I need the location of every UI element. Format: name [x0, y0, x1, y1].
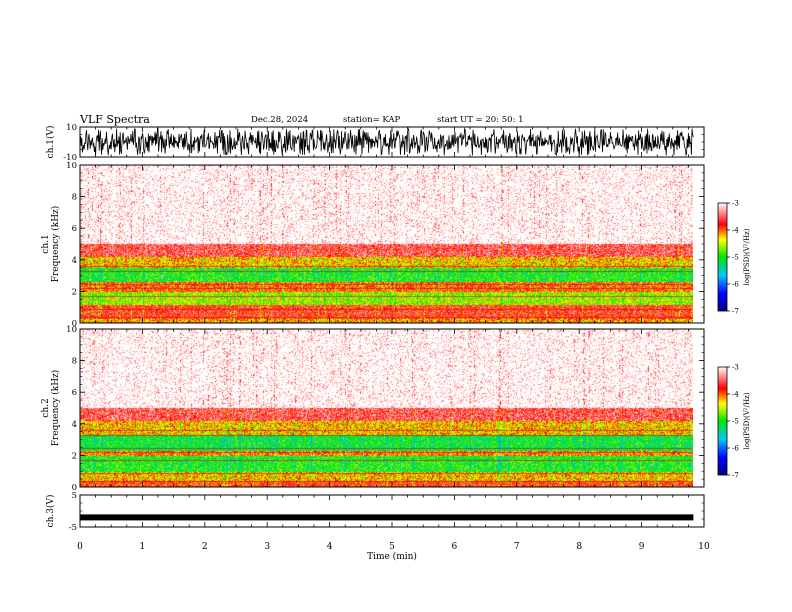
x-tick-label: 0 — [77, 542, 83, 552]
panels-layer — [79, 127, 694, 521]
ch1-spectrogram-ytick-label: 6 — [72, 224, 77, 234]
x-tick-label: 3 — [264, 542, 270, 552]
ch1-spectrogram-colorbar-tick-label: -3 — [732, 200, 739, 208]
ch2-spectrogram-colorbar-tick-label: -3 — [732, 364, 739, 372]
ch1-waveform-ytick-label: 10 — [66, 123, 77, 133]
ch1-waveform-ytick-label: -10 — [63, 153, 77, 163]
x-tick-label: 7 — [514, 542, 520, 552]
ch1-waveform-ylabel-line: ch.1(V) — [45, 126, 56, 159]
ch1-spectrogram-ylabel: ch.1 Frequency (kHz) — [41, 206, 61, 283]
ch1-spectrogram-ylabel-line: ch.1 — [41, 234, 51, 253]
ch1-spectrogram-colorbar — [717, 202, 728, 312]
x-axis-label: Time (min) — [367, 551, 417, 562]
ch2-spectrogram-ytick-label: 0 — [72, 483, 77, 493]
ch2-spectrogram-ylabel: ch.2 Frequency (kHz) — [41, 370, 61, 447]
ch1-waveform-line — [79, 127, 694, 157]
ch1-spectrogram-ytick-label: 4 — [72, 256, 77, 266]
ch3-waveform-ylabel: ch.3(V) — [45, 495, 56, 528]
ch1-spectrogram-colorbar-label-text: log(PSD)(V²/Hz) — [743, 228, 751, 285]
ch2-spectrogram-image — [80, 329, 693, 487]
ch2-spectrogram-colorbar — [717, 366, 728, 476]
ch2-spectrogram-ytick-label: 4 — [72, 420, 77, 430]
ch2-spectrogram-colorbar-label: log(PSD)(V²/Hz) — [743, 392, 751, 449]
ch2-spectrogram-ytick-label: 10 — [66, 325, 77, 335]
ch1-spectrogram-ytick-label: 10 — [66, 161, 77, 171]
ch1-spectrogram-image — [80, 165, 693, 323]
ch2-spectrogram-ytick-label: 2 — [72, 451, 77, 461]
ch3-waveform-ytick-label: -5 — [69, 523, 77, 533]
ch2-spectrogram-ylabel-line: ch.2 — [41, 398, 51, 417]
ch3-waveform-line — [80, 514, 694, 521]
start-time-label: start UT = 20: 50: 1 — [437, 115, 524, 125]
x-tick-label: 6 — [452, 542, 458, 552]
ch1-spectrogram-ytick-label: 2 — [72, 287, 77, 297]
ch1-spectrogram-ylabel-line: Frequency (kHz) — [50, 206, 61, 283]
ch1-spectrogram-colorbar-tick-label: -7 — [732, 308, 739, 316]
x-tick-label: 5 — [389, 542, 395, 552]
station-label: station= KAP — [343, 115, 401, 125]
x-tick-label: 9 — [639, 542, 645, 552]
ch1-spectrogram-colorbar-tick-label: -4 — [732, 227, 739, 235]
x-tick-label: 4 — [327, 542, 333, 552]
ch2-spectrogram-colorbar-tick-label: -4 — [732, 391, 739, 399]
ch1-spectrogram-ytick-label: 0 — [72, 319, 77, 329]
ch1-spectrogram-ytick-label: 8 — [72, 193, 77, 203]
x-tick-label: 2 — [202, 542, 208, 552]
ch2-spectrogram-colorbar-tick-label: -7 — [732, 472, 739, 480]
ch2-spectrogram-ylabel-line: Frequency (kHz) — [50, 370, 61, 447]
x-tick-label: 8 — [576, 542, 582, 552]
ch2-spectrogram-colorbar-tick-label: -6 — [732, 445, 739, 453]
x-tick-label: 1 — [140, 542, 146, 552]
ch3-waveform-ylabel-line: ch.3(V) — [45, 495, 56, 528]
x-tick-label: 10 — [698, 542, 710, 552]
date-label: Dec.28, 2024 — [251, 115, 309, 125]
ch2-spectrogram-ytick-label: 6 — [72, 388, 77, 398]
ch1-spectrogram-colorbar-label: log(PSD)(V²/Hz) — [743, 228, 751, 285]
figure-title: VLF Spectra — [80, 113, 150, 126]
ch3-waveform-ytick-label: 5 — [72, 491, 77, 501]
ch1-spectrogram-colorbar-tick-label: -5 — [732, 254, 739, 262]
ch1-spectrogram-colorbar-tick-label: -6 — [732, 281, 739, 289]
ch2-spectrogram-colorbar-tick-label: -5 — [732, 418, 739, 426]
ch2-spectrogram-ytick-label: 8 — [72, 357, 77, 367]
ch2-spectrogram-colorbar-label-text: log(PSD)(V²/Hz) — [743, 392, 751, 449]
ch1-waveform-ylabel: ch.1(V) — [45, 126, 56, 159]
